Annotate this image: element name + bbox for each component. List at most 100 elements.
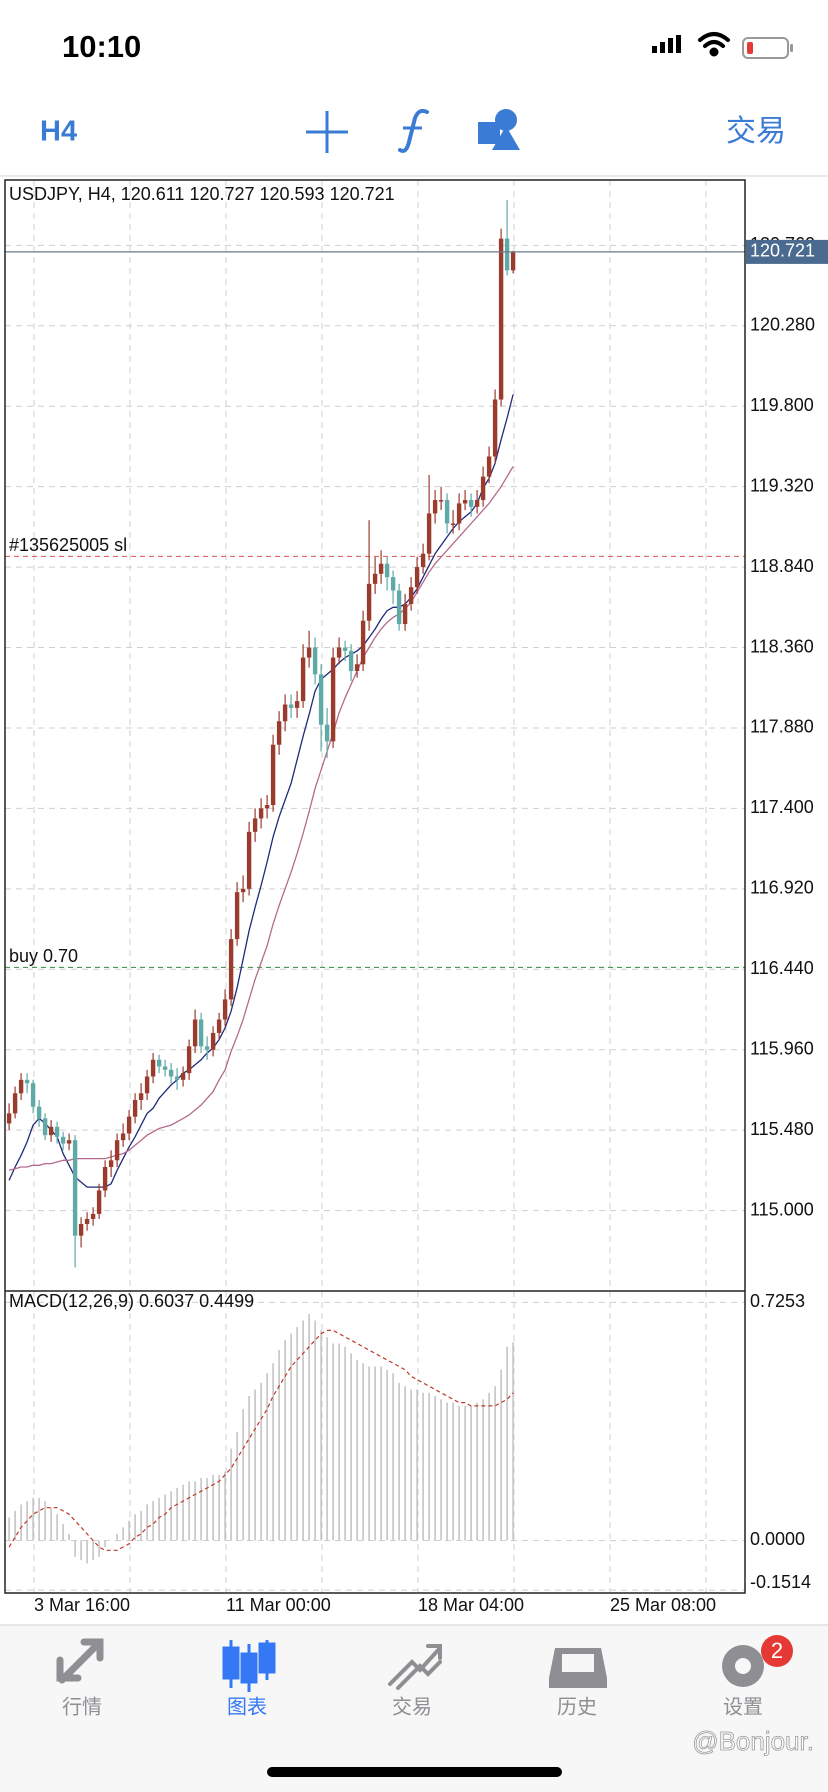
current-price-box <box>746 239 828 264</box>
tab-bar <box>0 1625 828 1792</box>
y-tick-label: 117.400 <box>750 797 814 817</box>
candle-body <box>378 563 384 574</box>
quotes-icon[interactable] <box>56 1638 104 1684</box>
candle-body <box>150 1059 156 1077</box>
macd-title: MACD(12,26,9) 0.6037 0.4499 <box>9 1291 254 1311</box>
candle-body <box>462 500 468 504</box>
candle-body <box>504 238 510 271</box>
candle-body <box>102 1166 108 1191</box>
badge <box>761 1635 793 1667</box>
vertical-grid <box>33 180 707 1593</box>
candle-body <box>60 1136 66 1144</box>
candle-body <box>228 939 234 1000</box>
candle-body <box>156 1059 162 1067</box>
y-tick-label: 115.480 <box>750 1119 814 1139</box>
candle-body <box>306 647 312 658</box>
candle-body <box>6 1113 12 1124</box>
x-tick-label: 11 Mar 00:00 <box>226 1595 331 1615</box>
tab-label[interactable]: 交易 <box>392 1695 432 1718</box>
candle-body <box>54 1126 60 1137</box>
settings-icon[interactable] <box>722 1645 764 1687</box>
x-tick-label: 3 Mar 16:00 <box>34 1595 130 1615</box>
candle-body <box>450 523 456 526</box>
candle-body <box>114 1140 120 1161</box>
candle-body <box>348 650 354 671</box>
candle-body <box>186 1046 192 1074</box>
status-time: 10:10 <box>62 29 141 64</box>
candle-body <box>384 563 390 578</box>
y-tick-label: 120.280 <box>750 315 815 335</box>
tab-label[interactable]: 设置 <box>723 1695 763 1718</box>
trade-button[interactable]: 交易 <box>726 115 786 148</box>
candle-body <box>426 513 432 554</box>
candle-body <box>258 808 264 819</box>
candle-body <box>66 1140 72 1144</box>
chart-frame <box>4 179 746 1594</box>
candle-body <box>480 476 486 501</box>
history-icon[interactable] <box>549 1648 607 1688</box>
candle-body <box>48 1126 54 1136</box>
candle-body <box>372 573 378 584</box>
home-indicator <box>267 1767 562 1777</box>
candle-body <box>408 587 414 604</box>
candle-body <box>510 251 516 271</box>
tab-label[interactable]: 行情 <box>62 1695 102 1718</box>
tab-label[interactable]: 图表 <box>227 1695 267 1718</box>
candle-body <box>240 888 246 893</box>
moving-average <box>8 394 514 1188</box>
candle-body <box>180 1073 186 1080</box>
watermark: @Bonjour. <box>692 1726 814 1756</box>
candle-body <box>420 553 426 568</box>
y-tick-label: 115.000 <box>750 1199 814 1219</box>
candle-body <box>486 456 492 477</box>
candle-body <box>444 500 450 524</box>
chart-icon[interactable] <box>222 1640 276 1692</box>
y-tick-label: 117.880 <box>750 717 814 737</box>
y-tick-label: -0.1514 <box>750 1572 811 1592</box>
y-tick-label: 116.920 <box>750 878 814 898</box>
candle-body <box>234 892 240 940</box>
candle-body <box>36 1106 42 1119</box>
signal-icon <box>652 35 681 53</box>
y-tick-label: 116.440 <box>750 958 814 978</box>
candle-body <box>330 657 336 742</box>
objects-button[interactable] <box>478 109 520 150</box>
moving-average <box>8 466 514 1171</box>
candle-body <box>24 1079 30 1084</box>
candle-body <box>324 724 330 742</box>
candle-body <box>402 603 408 625</box>
y-tick-label: 118.840 <box>750 556 814 576</box>
candle-body <box>336 647 342 658</box>
candle-body <box>192 1019 198 1047</box>
candle-body <box>18 1079 24 1094</box>
candle-body <box>198 1019 204 1047</box>
tab-label[interactable]: 历史 <box>557 1695 597 1718</box>
plot-layer: 115.000 115.480 115.960 116.440 116.920 117.4… <box>5 200 828 1615</box>
candle-body <box>276 721 282 745</box>
candle-body <box>108 1160 114 1167</box>
order-level-label: #135625005 sl <box>9 535 127 555</box>
timeframe-button[interactable]: H4 <box>40 116 77 148</box>
candle-body <box>126 1116 132 1134</box>
candle-body <box>360 620 366 665</box>
candle-body <box>474 500 480 507</box>
candle-body <box>318 674 324 725</box>
candle-body <box>456 503 462 524</box>
candle-body <box>78 1223 84 1236</box>
chart-title: USDJPY, H4, 120.611 120.727 120.593 120.… <box>9 184 395 204</box>
indicators-button[interactable] <box>398 108 429 153</box>
candle-body <box>366 583 372 621</box>
y-tick-label: 0.7253 <box>750 1291 805 1311</box>
crosshair-button[interactable] <box>306 111 348 153</box>
candle-body <box>144 1076 150 1094</box>
candle-body <box>84 1218 90 1224</box>
current-price-label: 120.721 <box>750 241 815 261</box>
candle-body <box>294 701 300 708</box>
candle-body <box>264 805 270 809</box>
candle-body <box>432 500 438 514</box>
trade-icon[interactable] <box>388 1644 442 1690</box>
candle-body <box>132 1099 138 1117</box>
candle-body <box>498 238 504 400</box>
candle-body <box>282 704 288 722</box>
